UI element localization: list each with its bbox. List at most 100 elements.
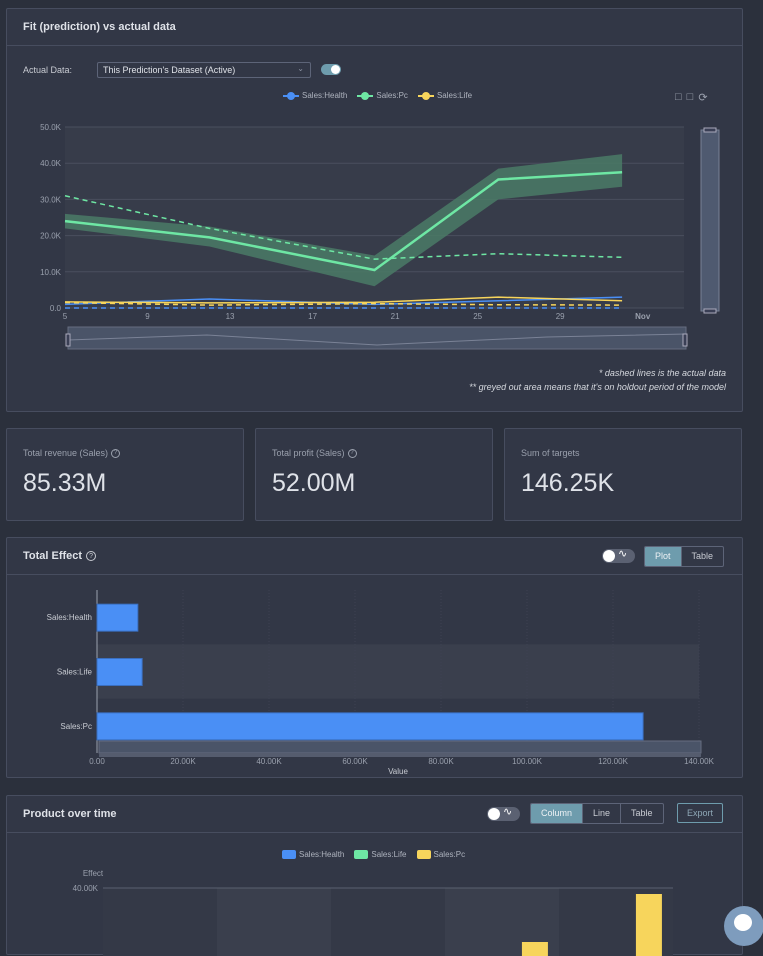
x-tick-label: 25 <box>473 312 482 321</box>
x-datazoom-slider <box>98 740 702 754</box>
band-shade <box>97 644 699 699</box>
x-datazoom-handle <box>682 333 688 347</box>
fit-panel-title: Fit (prediction) vs actual data <box>23 21 176 33</box>
y-datazoom-slider <box>700 129 720 312</box>
chat-icon <box>734 914 752 931</box>
zoom-select-icon[interactable]: □ <box>675 91 682 103</box>
bar-sales-pc <box>96 712 644 741</box>
product-panel: Product over time ∿ Column Line Table Ex… <box>6 795 743 956</box>
x-tick-label: 120.00K <box>598 757 628 766</box>
x-tick-label: 13 <box>226 312 235 321</box>
legend-marker-icon <box>283 91 299 100</box>
kpi-label: Sum of targets <box>521 448 580 458</box>
effect-panel: Total Effect ? ∿ Plot Table 0.00 20.00K 40… <box>6 537 743 778</box>
kpi-label-text: Total profit (Sales) <box>272 448 345 458</box>
y-tick-label: Sales:Life <box>57 668 93 677</box>
x-tick-label: 5 <box>63 312 68 321</box>
tab-plot[interactable]: Plot <box>645 547 682 566</box>
actual-data-label: Actual Data: <box>23 65 73 75</box>
product-panel-title: Product over time <box>23 808 117 820</box>
legend-item-health[interactable]: Sales:Health <box>283 91 347 100</box>
x-tick-label: 21 <box>391 312 400 321</box>
legend-swatch-icon <box>416 850 431 859</box>
legend-label: Sales:Life <box>371 850 407 859</box>
y-tick-label: 0.0 <box>50 304 62 313</box>
kpi-label: Total revenue (Sales)? <box>23 448 121 458</box>
actual-data-toggle[interactable] <box>321 64 341 75</box>
help-icon[interactable]: ? <box>347 448 357 458</box>
y-tick-label: 40.00K <box>73 884 99 893</box>
chart-toolbox: □ □ ⟳ <box>675 91 708 104</box>
confidence-band <box>65 154 623 287</box>
band-shade <box>217 888 331 956</box>
note-greyed: ** greyed out area means that it's on ho… <box>469 382 726 392</box>
series-line-sales-life-prediction <box>64 296 623 304</box>
y-tick-label: 30.0K <box>40 195 62 204</box>
x-tick-label: 17 <box>308 312 317 321</box>
band-shade <box>331 888 445 956</box>
legend-item-pc[interactable]: Sales:Pc <box>357 91 408 100</box>
x-tick-label: Nov <box>635 312 651 321</box>
bar-sales-health <box>96 603 139 632</box>
effect-view-tabs: Plot Table <box>644 546 725 567</box>
export-button[interactable]: Export <box>677 803 724 823</box>
wave-icon: ∿ <box>503 806 513 818</box>
legend-item-life[interactable]: Sales:Life <box>354 850 407 859</box>
x-tick-label: 60.00K <box>342 757 368 766</box>
series-line-sales-pc-actual <box>64 195 623 260</box>
tab-column[interactable]: Column <box>531 804 584 823</box>
y-tick-label: 20.0K <box>40 232 62 241</box>
kpi-value: 52.00M <box>272 469 356 497</box>
actual-data-value: This Prediction's Dataset (Active) <box>103 65 236 75</box>
legend-marker-icon <box>417 91 434 100</box>
effect-panel-title: Total Effect <box>23 550 83 562</box>
y-tick-label: 50.0K <box>40 123 62 132</box>
x-tick-label: 40.00K <box>256 757 282 766</box>
smooth-toggle[interactable]: ∿ <box>487 806 520 821</box>
tab-table[interactable]: Table <box>631 808 653 818</box>
x-datazoom-shadow <box>67 333 687 346</box>
legend-label: Sales:Life <box>436 91 473 100</box>
help-icon[interactable]: ? <box>111 448 121 458</box>
product-panel-header: Product over time ∿ Column Line Table Ex… <box>7 796 742 833</box>
kpi-card-targets: Sum of targets 146.25K <box>504 428 742 521</box>
restore-icon[interactable]: ⟳ <box>698 92 708 104</box>
legend-item-life[interactable]: Sales:Life <box>417 91 473 100</box>
fit-panel: Fit (prediction) vs actual data Actual D… <box>6 8 743 412</box>
note-dashed: * dashed lines is the actual data <box>598 368 726 378</box>
y-datazoom-handle <box>703 308 717 314</box>
kpi-value: 85.33M <box>23 469 107 497</box>
product-chart-legend: Sales:Health Sales:Life Sales:Pc <box>282 850 465 859</box>
fit-chart: 0.0 10.0K 20.0K 30.0K 40.0K 50.0K 5 9 13 17 21 25 29… <box>40 123 720 350</box>
legend-marker-icon <box>357 91 374 100</box>
effect-panel-header: Total Effect ? ∿ Plot Table <box>7 538 742 575</box>
actual-data-select[interactable]: This Prediction's Dataset (Active) ⌄ <box>97 62 311 78</box>
tab-table[interactable]: Table <box>691 551 714 561</box>
legend-swatch-icon <box>354 850 369 859</box>
chat-button[interactable] <box>724 906 763 946</box>
x-tick-label: 0.00 <box>89 757 105 766</box>
tab-line[interactable]: Line <box>583 804 622 823</box>
kpi-label-text: Sum of targets <box>521 448 580 458</box>
zoom-reset-icon[interactable]: □ <box>686 91 694 103</box>
y-axis-title: Effect <box>83 869 104 878</box>
kpi-card-profit: Total profit (Sales)? 52.00M <box>255 428 493 521</box>
help-icon[interactable]: ? <box>86 551 97 561</box>
smooth-toggle[interactable]: ∿ <box>602 548 635 563</box>
y-tick-label: 10.0K <box>40 268 62 277</box>
y-tick-label: Sales:Pc <box>60 722 92 731</box>
legend-label: Sales:Pc <box>376 91 408 100</box>
x-tick-label: 140.00K <box>684 757 714 766</box>
bar-sales-pc <box>635 894 662 956</box>
x-datazoom-track <box>99 753 701 757</box>
series-line-sales-pc-prediction <box>64 171 623 272</box>
legend-label: Sales:Health <box>302 91 348 100</box>
product-view-tabs: Column Line Table <box>530 803 664 824</box>
legend-item-health[interactable]: Sales:Health <box>282 850 344 859</box>
kpi-label: Total profit (Sales)? <box>272 448 357 458</box>
product-chart: Effect 40.00K <box>73 869 673 956</box>
legend-item-pc[interactable]: Sales:Pc <box>416 850 465 859</box>
wave-icon: ∿ <box>618 548 628 560</box>
toggle-knob <box>603 550 615 562</box>
x-axis-title: Value <box>388 767 408 776</box>
